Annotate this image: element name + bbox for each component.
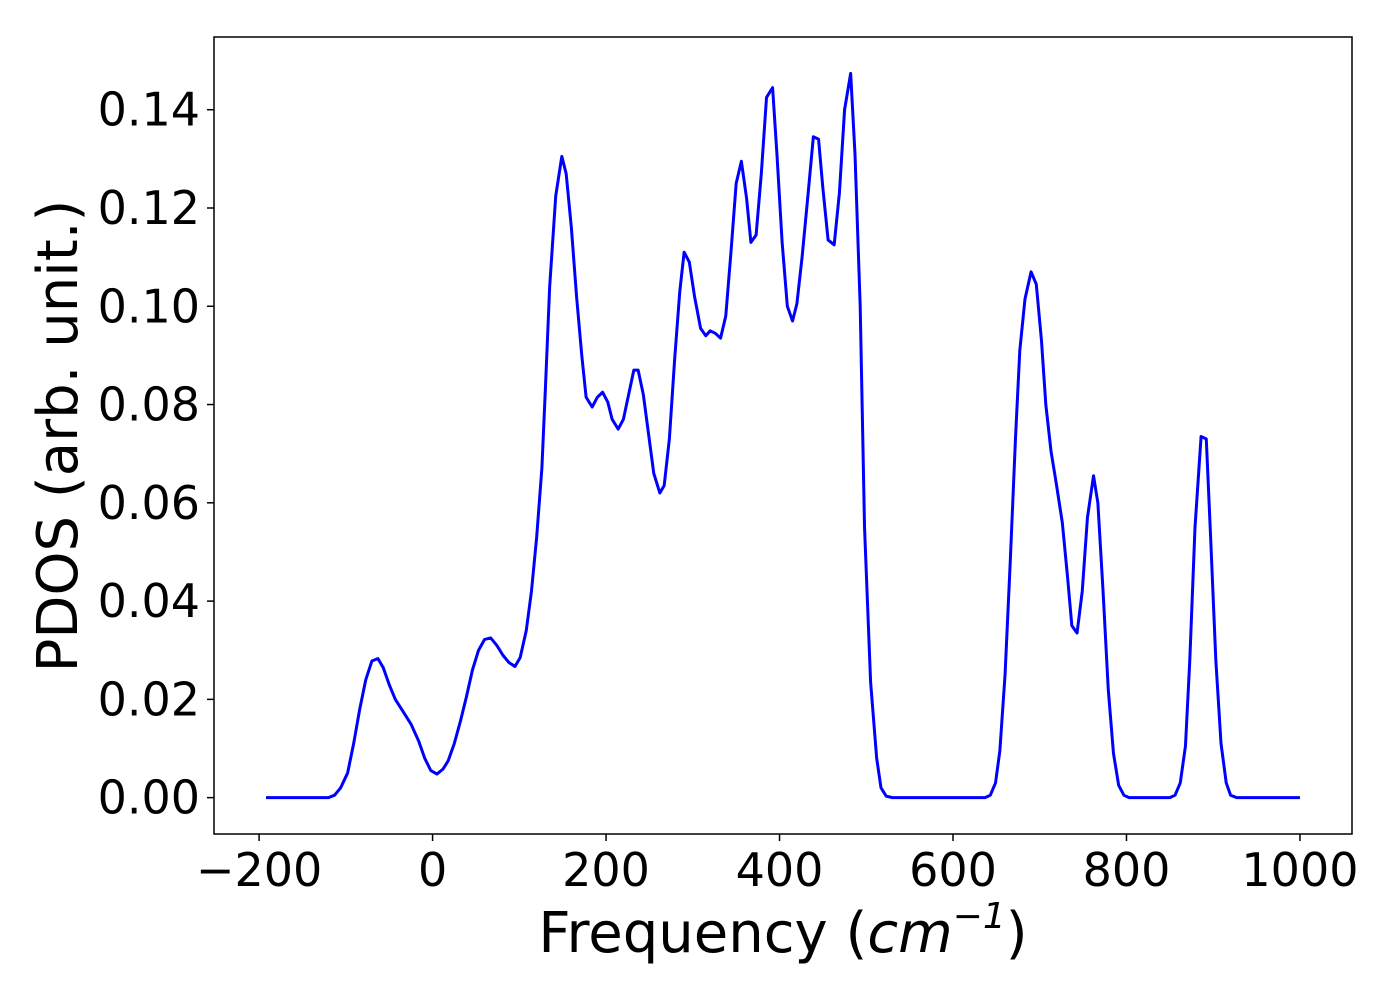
y-tick-label: 0.02 <box>98 672 200 726</box>
x-axis-label: Frequency (cm−1) <box>538 896 1027 966</box>
x-tick-label: 0 <box>418 843 447 897</box>
x-tick-label: 800 <box>1083 843 1171 897</box>
x-tick-label: 1000 <box>1241 843 1358 897</box>
y-tick-label: 0.14 <box>98 83 200 137</box>
y-tick-label: 0.04 <box>98 574 200 628</box>
y-tick-label: 0.06 <box>98 476 200 530</box>
x-tick-label: −200 <box>196 843 322 897</box>
x-label-close: ) <box>1006 901 1028 966</box>
y-tick-label: 0.10 <box>98 279 200 333</box>
x-tick-label: 200 <box>562 843 650 897</box>
x-tick-label: 600 <box>909 843 997 897</box>
x-label-exponent: −1 <box>953 896 1006 937</box>
y-tick-label: 0.12 <box>98 181 200 235</box>
data-line <box>266 71 1300 800</box>
plot-frame <box>213 36 1353 835</box>
y-tick-label: 0.08 <box>98 378 200 432</box>
x-tick-label: 400 <box>736 843 824 897</box>
x-label-text: Frequency ( <box>538 901 867 966</box>
y-tick-label: 0.00 <box>98 771 200 825</box>
y-axis-label: PDOS (arb. unit.) <box>26 200 91 673</box>
x-label-unit: cm <box>867 901 952 966</box>
